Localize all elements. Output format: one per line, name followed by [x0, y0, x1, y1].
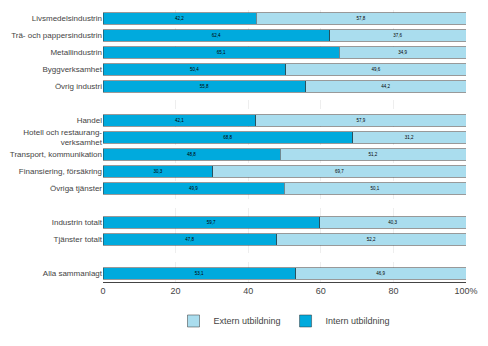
- svg-text:49,6: 49,6: [371, 67, 380, 72]
- svg-text:100%: 100%: [454, 286, 477, 296]
- svg-text:55,8: 55,8: [200, 84, 209, 89]
- svg-text:60: 60: [316, 286, 326, 296]
- svg-text:Övrig industri: Övrig industri: [55, 82, 102, 91]
- svg-text:Hotell och restaurang-verksamh: Hotell och restaurang-verksamhet: [23, 128, 102, 147]
- svg-text:Byggverksamhet: Byggverksamhet: [42, 65, 102, 74]
- svg-text:50,4: 50,4: [190, 67, 199, 72]
- svg-text:51,2: 51,2: [369, 152, 378, 157]
- svg-text:48,8: 48,8: [187, 152, 196, 157]
- svg-text:59,7: 59,7: [207, 220, 216, 225]
- svg-text:Extern utbildning: Extern utbildning: [214, 316, 281, 326]
- svg-text:31,2: 31,2: [405, 135, 414, 140]
- svg-text:40,3: 40,3: [388, 220, 397, 225]
- svg-text:34,9: 34,9: [398, 50, 407, 55]
- svg-text:62,4: 62,4: [212, 33, 221, 38]
- svg-text:50,1: 50,1: [371, 186, 380, 191]
- svg-text:57,8: 57,8: [357, 16, 366, 21]
- svg-text:44,2: 44,2: [381, 84, 390, 89]
- svg-text:Finansiering, försäkring: Finansiering, försäkring: [19, 167, 102, 176]
- svg-text:Intern utbildning: Intern utbildning: [326, 316, 390, 326]
- svg-text:53,1: 53,1: [195, 271, 204, 276]
- svg-text:57,9: 57,9: [356, 118, 365, 123]
- svg-text:Metallindustrin: Metallindustrin: [50, 48, 102, 57]
- svg-text:69,7: 69,7: [335, 169, 344, 174]
- svg-text:0: 0: [100, 286, 105, 296]
- svg-text:49,9: 49,9: [189, 186, 198, 191]
- svg-text:42,2: 42,2: [175, 16, 184, 21]
- svg-text:Livsmedelsindustrin: Livsmedelsindustrin: [32, 14, 102, 23]
- svg-text:80: 80: [388, 286, 398, 296]
- svg-text:Övriga tjänster: Övriga tjänster: [50, 184, 102, 193]
- svg-text:30,3: 30,3: [153, 169, 162, 174]
- svg-text:68,8: 68,8: [223, 135, 232, 140]
- svg-text:46,9: 46,9: [376, 271, 385, 276]
- svg-text:37,6: 37,6: [393, 33, 402, 38]
- svg-text:Transport, kommunikation: Transport, kommunikation: [10, 150, 102, 159]
- svg-text:Industrin totalt: Industrin totalt: [52, 218, 103, 227]
- svg-text:Handel: Handel: [77, 116, 103, 125]
- svg-text:20: 20: [171, 286, 181, 296]
- svg-text:Trä- och pappersindustrin: Trä- och pappersindustrin: [11, 31, 102, 40]
- svg-text:42,1: 42,1: [175, 118, 184, 123]
- svg-text:47,8: 47,8: [185, 237, 194, 242]
- svg-text:Alla sammanlagt: Alla sammanlagt: [43, 269, 103, 278]
- svg-text:40: 40: [243, 286, 253, 296]
- svg-text:52,2: 52,2: [367, 237, 376, 242]
- svg-text:65,1: 65,1: [217, 50, 226, 55]
- svg-text:Tjänster totalt: Tjänster totalt: [54, 235, 103, 244]
